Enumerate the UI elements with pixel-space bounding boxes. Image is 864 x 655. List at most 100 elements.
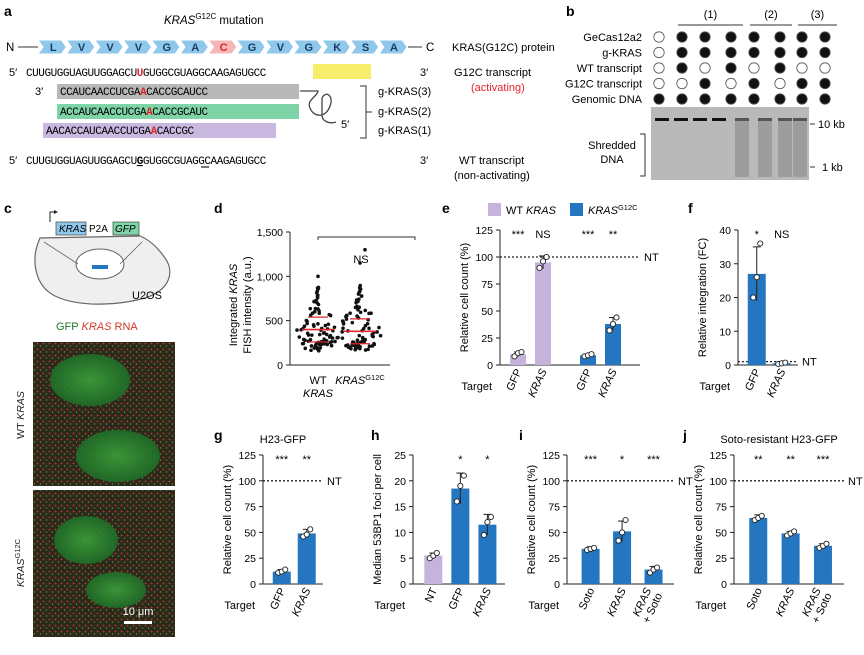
guide-bracket	[360, 85, 372, 139]
matrix-row-label: WT transcript	[577, 63, 642, 75]
guide-5prime: 5′	[341, 119, 349, 131]
replicate-point	[653, 564, 661, 571]
d-point	[305, 319, 309, 324]
amino-acid-letter: V	[78, 42, 86, 54]
d-ylabel-1: Integrated KRAS	[228, 263, 240, 346]
ytick-label: 25	[394, 450, 406, 462]
d-ytick-label: 500	[265, 316, 283, 328]
x-axis-title: Target	[374, 600, 405, 612]
amino-acid-letter: L	[50, 42, 57, 54]
matrix-dot	[676, 77, 688, 90]
dna-segment	[92, 265, 108, 269]
panel-a: a KRASG12C mutation N L V V V G A C G V G K S A C KR…	[4, 3, 555, 182]
matrix-dot	[653, 62, 665, 74]
nt-label: NT	[327, 476, 342, 488]
matrix-dot	[819, 62, 831, 74]
matrix-dot	[819, 31, 831, 43]
matrix-dot	[774, 62, 786, 74]
category-label: KRAS	[774, 586, 798, 619]
amino-acid-chevron	[349, 39, 380, 55]
wt-5prime: 5′	[9, 155, 17, 167]
d-point	[295, 328, 299, 332]
d-point	[350, 320, 355, 325]
promoter-arrowhead	[54, 210, 58, 214]
d-point	[301, 337, 306, 342]
scale-bar-label: 10 μm	[123, 606, 154, 618]
amino-acid-letter: V	[135, 42, 143, 54]
category-label: GFP	[268, 586, 288, 612]
significance-marker: ***	[512, 229, 526, 241]
ytick-label: 20	[394, 476, 406, 488]
d-point	[311, 322, 316, 327]
d-point	[300, 341, 305, 346]
d-point	[319, 342, 323, 347]
d-point	[340, 319, 345, 323]
amino-acid-chevron	[122, 39, 153, 55]
matrix-dot	[796, 46, 808, 59]
d-cat1-b: KRAS	[303, 388, 334, 400]
category-label: KRAS+ Soto	[799, 586, 835, 626]
ytick-label: 125	[709, 450, 727, 462]
d-ytick-label: 0	[277, 360, 283, 372]
replicate-point	[303, 531, 310, 538]
d-point	[306, 333, 311, 337]
category-label: KRAS	[596, 367, 620, 400]
amino-acid-letter: C	[220, 42, 228, 54]
d-point	[365, 321, 370, 326]
gel-band-genomic	[793, 118, 807, 121]
ytick-label: 125	[238, 450, 256, 462]
construct-gfp-box	[112, 221, 140, 236]
ytick-label: 10	[394, 527, 406, 539]
matrix-row-label: g-KRAS	[602, 48, 642, 60]
d-point	[347, 345, 351, 349]
ytick-label: 25	[481, 333, 493, 345]
kb10-label: 10 kb	[818, 119, 845, 131]
mutation-title: KRASG12C mutation	[164, 12, 264, 27]
ytick-label: 15	[394, 502, 406, 514]
amino-acid-chevron	[150, 39, 181, 55]
ytick-label: 100	[542, 476, 560, 488]
matrix-dot	[796, 77, 808, 90]
significance-marker: ***	[647, 454, 661, 466]
gel-band-genomic	[735, 118, 749, 121]
construct-p2a: P2A	[89, 224, 108, 235]
ytick-label: 25	[244, 553, 256, 565]
replicate-point	[753, 274, 760, 281]
panel-d: d Integrated KRAS FISH intensity (a.u.) …	[214, 200, 416, 400]
d-point	[326, 322, 331, 327]
d-point	[327, 312, 332, 317]
d-point	[323, 323, 328, 328]
u2os-nucleus	[75, 248, 125, 280]
n-terminus-label: N	[6, 42, 14, 54]
d-point	[332, 325, 337, 330]
matrix-dot	[748, 62, 760, 74]
construct-kras-box	[55, 221, 87, 236]
bar	[749, 517, 768, 584]
replicate-point	[518, 348, 525, 356]
significance-marker: NS	[774, 229, 789, 241]
matrix-dot	[725, 77, 737, 90]
d-point	[335, 335, 340, 340]
category-label: Soto	[577, 586, 597, 612]
bar	[613, 531, 632, 584]
bar	[478, 524, 497, 584]
matrix-row-label: G12C transcript	[565, 79, 642, 91]
amino-acid-chevron	[292, 39, 323, 55]
d-point	[362, 339, 366, 344]
legend-g12c: KRASG12C	[588, 203, 638, 217]
significance-marker: ***	[275, 454, 289, 466]
matrix-dot	[699, 62, 711, 74]
legend-swatch-wt	[488, 203, 501, 216]
replicate-point	[543, 253, 550, 261]
bar	[424, 555, 443, 584]
d-point	[378, 333, 383, 338]
chart-g: g H23-GFP Relative cell count (%) 0 25 50 75 10…	[214, 427, 342, 618]
protein-label: KRAS(G12C) protein	[452, 42, 555, 54]
significance-marker: *	[458, 454, 463, 466]
amino-acid-chevron	[264, 39, 295, 55]
category-label: GFP	[574, 367, 594, 393]
d-point	[355, 338, 360, 343]
chart-i: i Relative cell count (%) 0 25 50 75 100 125 NT *…	[519, 427, 693, 625]
d-point	[367, 344, 372, 349]
d-point	[356, 292, 361, 296]
